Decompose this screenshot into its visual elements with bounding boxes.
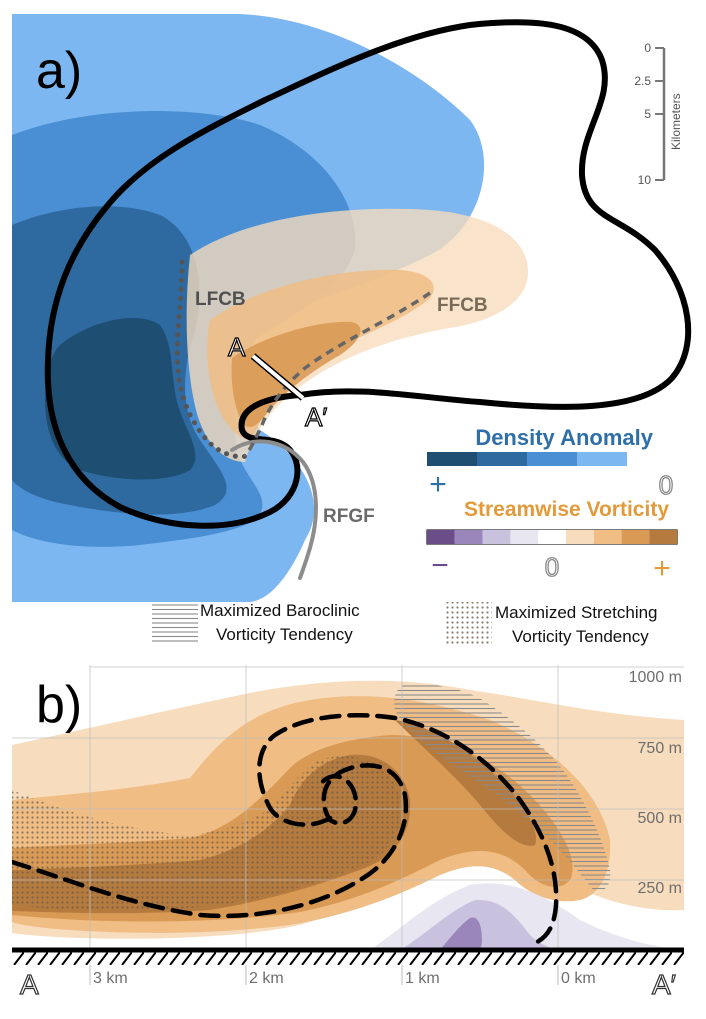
vorticity-legend-title: Streamwise Vorticity bbox=[464, 498, 669, 521]
panel-b-label: b) bbox=[36, 676, 82, 734]
distance-label-1km: 1 km bbox=[405, 970, 440, 987]
density-zero: 0 bbox=[659, 470, 673, 500]
vorticity-plus: + bbox=[653, 552, 671, 585]
lfcb-label: LFCB bbox=[195, 289, 246, 310]
vorticity-swatch-8 bbox=[621, 530, 650, 544]
b-grid bbox=[12, 665, 684, 950]
height-label-750: 750 m bbox=[638, 740, 682, 757]
baroclinic-swatch bbox=[152, 602, 198, 644]
rfgf-label: RFGF bbox=[323, 506, 375, 527]
b-boundary-dashed bbox=[12, 713, 559, 948]
vorticity-swatch-6 bbox=[566, 530, 594, 544]
panel-a-label: a) bbox=[36, 42, 82, 100]
scale-tick-10: 10 bbox=[638, 173, 652, 187]
b-cross-end-label: A′ bbox=[652, 969, 676, 1000]
density-swatch-4 bbox=[577, 452, 627, 466]
vorticity-swatch-9 bbox=[649, 530, 677, 544]
distance-label-3km: 3 km bbox=[93, 970, 128, 987]
scale-bar: 0 2.5 5 10 Kilometers bbox=[634, 41, 683, 187]
density-legend: Density Anomaly + 0 bbox=[427, 425, 674, 501]
height-label-1000: 1000 m bbox=[629, 669, 682, 686]
height-label-500: 500 m bbox=[638, 810, 682, 827]
baroclinic-label-1: Maximized Baroclinic bbox=[200, 601, 360, 620]
b-vorticity-negative-strong bbox=[440, 917, 482, 950]
baroclinic-label-2: Vorticity Tendency bbox=[216, 625, 353, 644]
density-swatch-1 bbox=[427, 452, 477, 466]
scale-tick-0: 0 bbox=[644, 41, 651, 55]
panel-a: a) LFCB FFCB RFGF A A′ bbox=[12, 14, 692, 602]
rfgf-line bbox=[230, 439, 318, 580]
b-vorticity-max-upper bbox=[395, 720, 536, 846]
density-swatch-3 bbox=[527, 452, 577, 466]
ground-hatch bbox=[12, 950, 684, 965]
stretching-label-1: Maximized Stretching bbox=[495, 603, 658, 622]
vorticity-swatch-4 bbox=[510, 530, 539, 544]
distance-label-0km: 0 km bbox=[561, 970, 596, 987]
vorticity-swatch-3 bbox=[482, 530, 511, 544]
ffcb-label: FFCB bbox=[437, 295, 488, 316]
density-swatch-2 bbox=[477, 452, 527, 466]
scale-unit: Kilometers bbox=[669, 93, 683, 150]
density-plus: + bbox=[429, 468, 447, 501]
vorticity-swatch-5 bbox=[538, 530, 566, 544]
storm-outline bbox=[44, 19, 692, 529]
ffcb-line bbox=[243, 291, 431, 458]
scale-tick-2-5: 2.5 bbox=[634, 74, 651, 88]
b-stretching-region bbox=[12, 756, 402, 911]
height-label-250: 250 m bbox=[638, 880, 682, 897]
vorticity-zero: 0 bbox=[545, 552, 559, 582]
hatch-legend: Maximized Baroclinic Vorticity Tendency … bbox=[152, 601, 658, 646]
vorticity-legend: Streamwise Vorticity − 0 + bbox=[426, 498, 678, 585]
distance-label-2km: 2 km bbox=[249, 970, 284, 987]
stretching-swatch bbox=[446, 602, 492, 644]
vorticity-swatch-2 bbox=[454, 530, 483, 544]
lfcb-line bbox=[174, 259, 249, 460]
cross-start-label: A bbox=[228, 332, 246, 362]
vorticity-swatch-7 bbox=[593, 530, 622, 544]
cross-end-label: A′ bbox=[305, 402, 327, 432]
vorticity-minus: − bbox=[431, 549, 449, 582]
b-cross-start-label: A bbox=[20, 969, 39, 1000]
density-region-max bbox=[45, 317, 196, 480]
density-legend-title: Density Anomaly bbox=[475, 425, 653, 450]
scale-tick-5: 5 bbox=[644, 107, 651, 121]
stretching-label-2: Vorticity Tendency bbox=[512, 627, 649, 646]
vorticity-swatch-1 bbox=[427, 530, 455, 544]
panel-b: 1000 m 750 m 500 m 250 m b) 3 km 2 km 1 … bbox=[12, 665, 684, 1001]
